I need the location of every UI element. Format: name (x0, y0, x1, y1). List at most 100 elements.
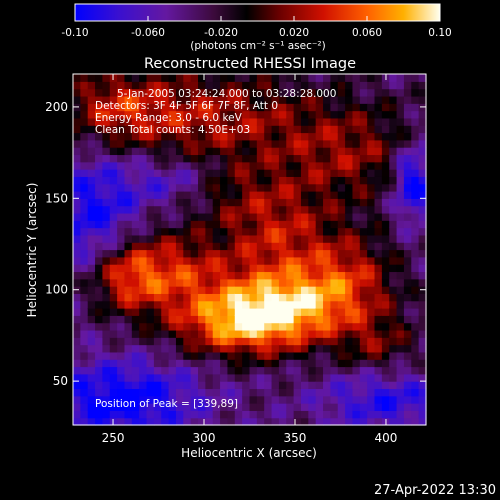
heatmap-cell (315, 95, 324, 104)
heatmap-cell (352, 249, 361, 258)
heatmap-cell (249, 183, 258, 192)
heatmap-cell (175, 271, 184, 280)
heatmap-cell (124, 300, 133, 309)
heatmap-cell (403, 351, 412, 360)
heatmap-cell (330, 271, 339, 280)
heatmap-cell (220, 249, 229, 258)
heatmap-cell (315, 242, 324, 251)
heatmap-cell (374, 176, 383, 185)
heatmap-cell (330, 395, 339, 404)
heatmap-cell (323, 417, 331, 426)
heatmap-cell (271, 351, 280, 360)
heatmap-cell (315, 381, 324, 390)
heatmap-cell (124, 103, 133, 112)
heatmap-cell (256, 117, 265, 126)
heatmap-cell (249, 169, 258, 177)
heatmap-cell (205, 117, 214, 126)
heatmap-cell (242, 81, 251, 90)
heatmap-cell (168, 125, 177, 134)
heatmap-cell (220, 417, 229, 426)
heatmap-cell (102, 366, 111, 375)
heatmap-cell (161, 198, 170, 207)
heatmap-cell (418, 220, 427, 229)
heatmap-cell (205, 256, 214, 265)
heatmap-cell (264, 183, 273, 192)
heatmap-cell (330, 125, 339, 134)
heatmap-cell (168, 103, 177, 112)
heatmap-cell (403, 227, 412, 236)
heatmap-cell (168, 191, 177, 199)
heatmap-cell (323, 205, 331, 214)
heatmap-cell (374, 264, 383, 273)
heatmap-cell (389, 410, 398, 419)
heatmap-cell (359, 110, 368, 119)
heatmap-cell (102, 132, 111, 141)
heatmap-cell (367, 154, 376, 163)
heatmap-cell (352, 300, 361, 309)
heatmap-cell (271, 205, 280, 214)
heatmap-cell (300, 95, 309, 104)
heatmap-cell (242, 329, 251, 338)
heatmap-cell (175, 74, 184, 82)
heatmap-cell (198, 388, 206, 397)
heatmap-cell (381, 337, 390, 346)
heatmap-cell (300, 176, 309, 185)
heatmap-cell (168, 337, 177, 346)
heatmap-cell (256, 220, 265, 229)
heatmap-cell (367, 344, 376, 353)
heatmap-cell (264, 81, 273, 90)
heatmap-cell (367, 271, 376, 280)
heatmap-cell (87, 169, 96, 177)
heatmap-cell (139, 271, 148, 280)
heatmap-cell (73, 417, 81, 426)
heatmap-cell (153, 395, 162, 404)
heatmap-cell (73, 381, 81, 390)
heatmap-cell (403, 286, 412, 294)
heatmap-cell (403, 293, 412, 302)
heatmap-cell (80, 395, 89, 404)
heatmap-cell (212, 322, 221, 331)
heatmap-cell (109, 315, 118, 324)
heatmap-cell (95, 286, 104, 294)
heatmap-cell (293, 249, 302, 258)
heatmap-cell (212, 183, 221, 192)
heatmap-cell (315, 117, 324, 126)
heatmap-cell (367, 329, 376, 338)
heatmap-cell (308, 198, 317, 207)
heatmap-cell (198, 234, 206, 243)
heatmap-cell (278, 300, 287, 309)
heatmap-cell (315, 315, 324, 324)
heatmap-cell (117, 308, 126, 316)
heatmap-cell (220, 227, 229, 236)
heatmap-cell (124, 161, 133, 170)
heatmap-cell (161, 205, 170, 214)
heatmap-cell (315, 329, 324, 338)
heatmap-cell (153, 154, 162, 163)
heatmap-cell (80, 147, 89, 156)
heatmap-cell (264, 410, 273, 419)
heatmap-cell (278, 212, 287, 221)
heatmap-cell (102, 286, 111, 294)
heatmap-cell (220, 373, 229, 382)
annotations: 5-Jan-2005 03:24:24.000 to 03:28:28.000D… (95, 88, 336, 136)
heatmap-cell (80, 249, 89, 258)
heatmap-cell (367, 147, 376, 156)
heatmap-cell (374, 81, 383, 90)
heatmap-cell (227, 395, 236, 404)
heatmap-cell (264, 234, 273, 243)
heatmap-cell (175, 315, 184, 324)
heatmap-cell (190, 322, 199, 331)
heatmap-cell (87, 322, 96, 331)
heatmap-cell (131, 344, 140, 353)
heatmap-cell (411, 88, 420, 97)
heatmap-cell (212, 191, 221, 199)
heatmap-cell (227, 344, 236, 353)
heatmap-cell (227, 403, 236, 411)
heatmap-cell (308, 132, 317, 141)
heatmap-cell (220, 139, 229, 148)
heatmap-cell (315, 125, 324, 134)
heatmap-cell (205, 271, 214, 280)
heatmap-cell (183, 264, 192, 273)
y-tick-label: 50 (53, 374, 68, 388)
heatmap-cell (403, 139, 412, 148)
